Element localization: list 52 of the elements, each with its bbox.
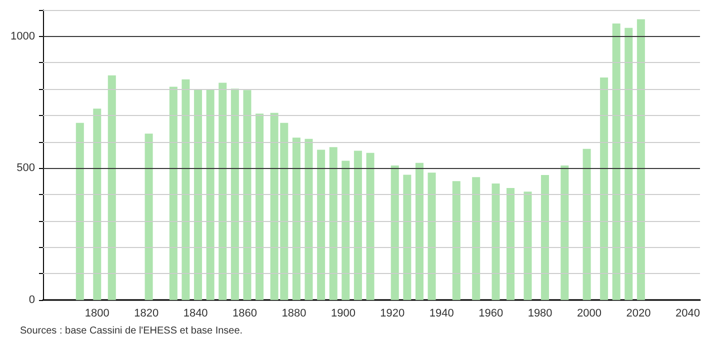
bar <box>612 23 620 300</box>
bar <box>415 162 424 300</box>
bar <box>452 181 460 300</box>
bar <box>492 183 500 300</box>
y-tick-label: 500 <box>16 162 35 174</box>
x-tick-label: 1800 <box>84 308 110 320</box>
bar <box>218 82 227 300</box>
bar <box>169 86 178 300</box>
bar <box>144 134 153 300</box>
x-tick-label: 1960 <box>478 308 504 320</box>
bar <box>428 172 436 300</box>
bar <box>230 88 239 300</box>
x-tick-label: 1880 <box>282 308 306 320</box>
bar <box>76 122 84 300</box>
bar <box>292 138 300 300</box>
bar <box>256 114 264 300</box>
bar <box>582 148 591 300</box>
x-tick-label: 1840 <box>183 308 208 320</box>
bar <box>342 160 350 300</box>
bar <box>194 90 202 300</box>
bar <box>366 152 374 300</box>
bar <box>472 177 480 300</box>
bar <box>108 75 116 300</box>
bar <box>636 19 645 300</box>
bar <box>403 174 412 300</box>
bar <box>600 77 608 300</box>
x-tick-label: 1920 <box>380 308 405 320</box>
bar <box>317 150 326 300</box>
x-tick-label: 1820 <box>134 308 159 320</box>
x-tick-label: 2020 <box>626 308 651 320</box>
bar <box>243 90 252 300</box>
bar <box>93 108 102 300</box>
bar <box>560 166 569 300</box>
x-tick-label: 1940 <box>429 308 454 320</box>
bar <box>206 90 214 300</box>
bar <box>506 188 515 300</box>
x-tick-label: 1980 <box>528 308 552 320</box>
x-tick-label: 2040 <box>675 308 700 320</box>
bar <box>354 150 362 300</box>
bar <box>304 138 313 300</box>
bar <box>540 175 549 300</box>
x-tick-label: 1900 <box>330 308 356 320</box>
source-note: Sources : base Cassini de l'EHESS et base Insee. <box>20 326 243 336</box>
y-tick-label: 1000 <box>10 30 35 42</box>
bar <box>524 192 532 300</box>
y-tick-label: 0 <box>28 294 35 306</box>
bar <box>624 28 633 300</box>
bar <box>390 166 399 300</box>
bar <box>182 79 190 300</box>
bar <box>329 147 338 300</box>
x-tick-label: 2000 <box>577 308 602 320</box>
x-tick-label: 1860 <box>232 308 258 320</box>
